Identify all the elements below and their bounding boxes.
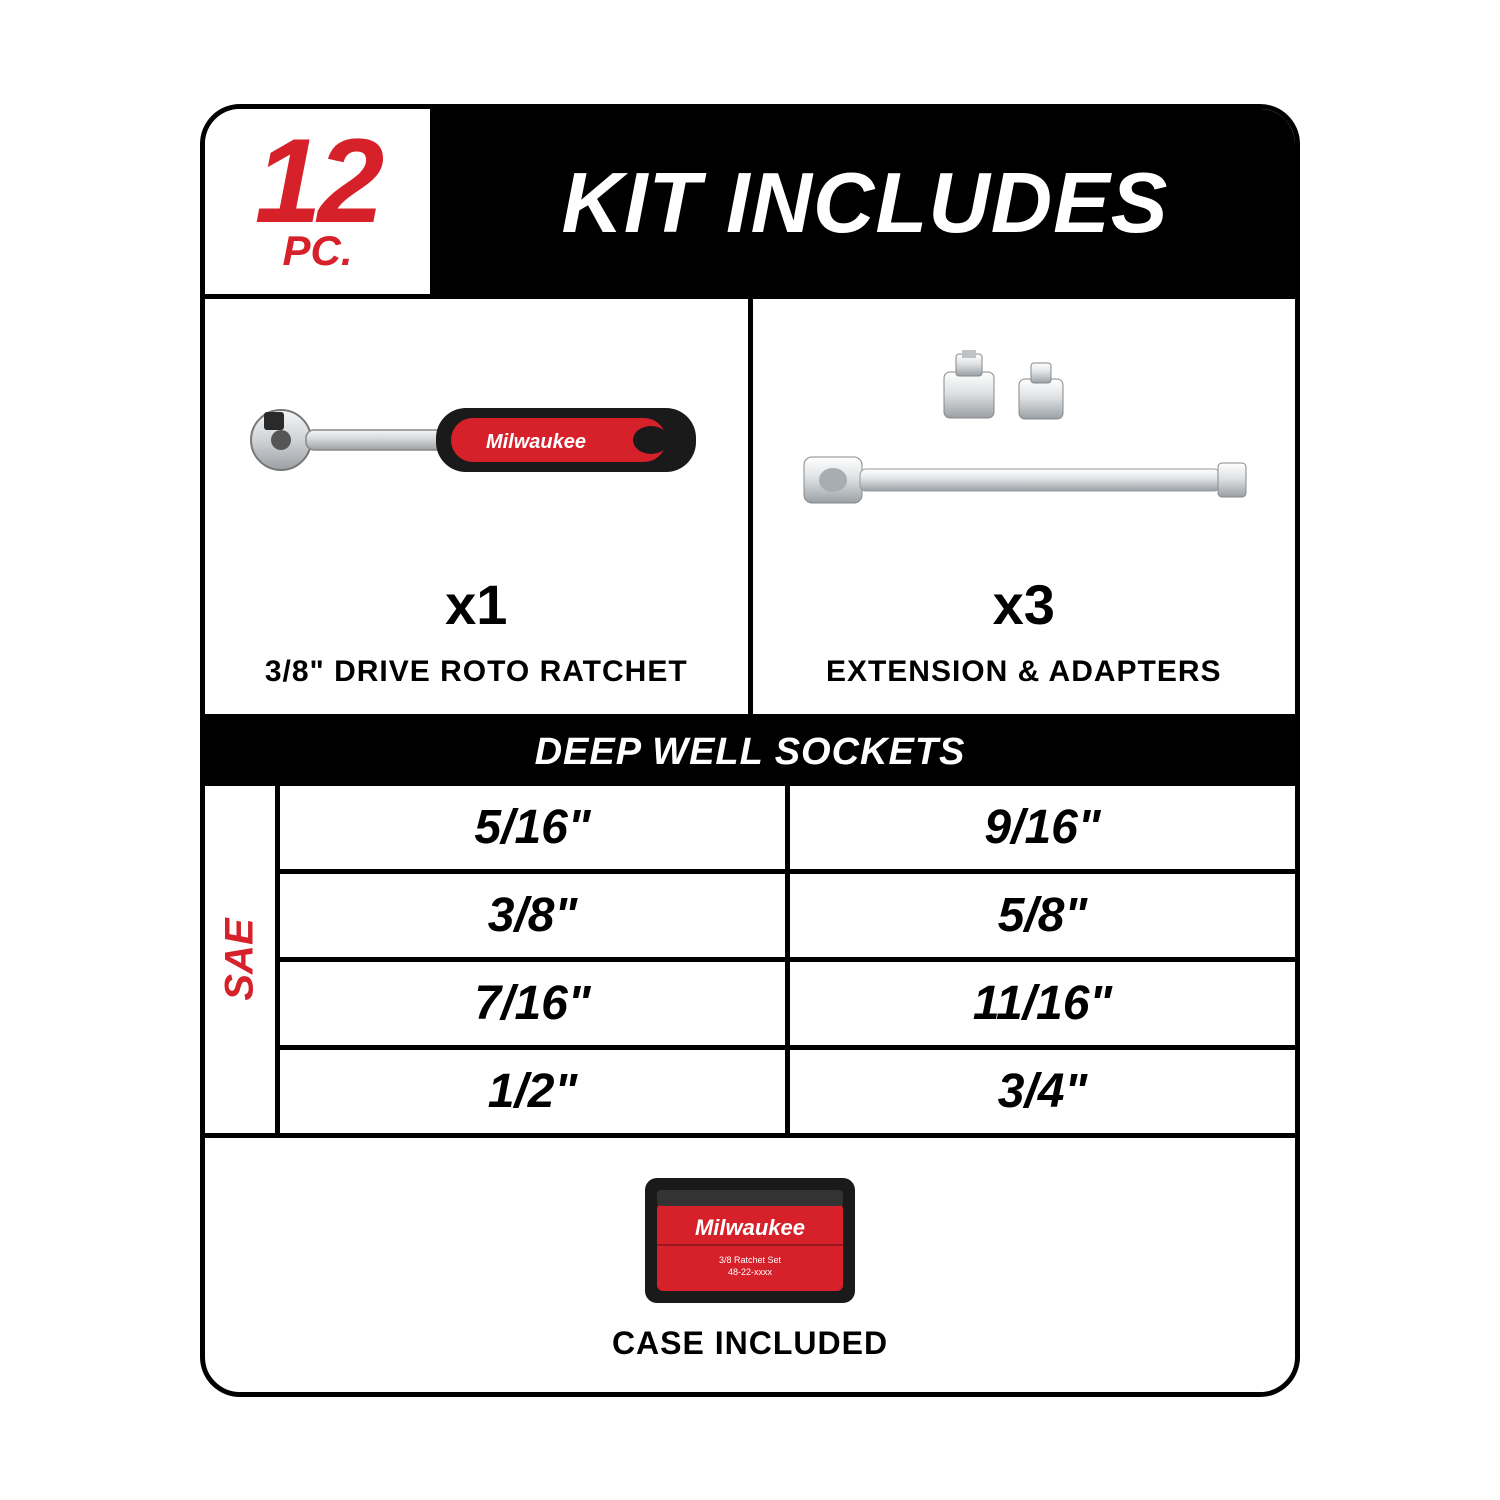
footer: Milwaukee 3/8 Ratchet Set 48-22-xxxx CAS… (205, 1138, 1295, 1392)
brand-text: Milwaukee (486, 431, 586, 453)
sae-label: SAE (218, 918, 263, 1000)
socket-size: 11/16" (790, 962, 1295, 1050)
socket-size: 1/2" (280, 1050, 785, 1133)
piece-count-box: 12 PC. (205, 109, 435, 299)
ratchet-icon: Milwaukee (236, 370, 716, 510)
socket-size: 9/16" (790, 786, 1295, 874)
ratchet-label: 3/8" DRIVE ROTO RATCHET (265, 655, 688, 689)
title-box: KIT INCLUDES (435, 109, 1295, 299)
case-label: CASE INCLUDED (612, 1325, 888, 1362)
socket-size: 3/4" (790, 1050, 1295, 1133)
sockets-header: DEEP WELL SOCKETS (205, 719, 1295, 786)
items-row: Milwaukee x1 3/8" DRIVE ROTO RATCHET (205, 299, 1295, 719)
socket-col-2: 9/16" 5/8" 11/16" 3/4" (790, 786, 1295, 1133)
extensions-icon (794, 345, 1254, 535)
item-ratchet: Milwaukee x1 3/8" DRIVE ROTO RATCHET (205, 299, 753, 714)
extensions-qty: x3 (993, 572, 1055, 637)
sae-tab: SAE (205, 786, 280, 1133)
socket-size: 7/16" (280, 962, 785, 1050)
kit-card: 12 PC. KIT INCLUDES (200, 104, 1300, 1397)
extensions-label: EXTENSION & ADAPTERS (826, 655, 1222, 689)
sockets-grid: SAE 5/16" 3/8" 7/16" 1/2" 9/16" 5/8" 11/… (205, 786, 1295, 1138)
header-row: 12 PC. KIT INCLUDES (205, 109, 1295, 299)
ratchet-image: Milwaukee (220, 319, 733, 562)
extensions-image (768, 319, 1281, 562)
piece-count-label: PC. (282, 227, 352, 275)
ratchet-qty: x1 (445, 572, 507, 637)
svg-text:3/8 Ratchet Set: 3/8 Ratchet Set (719, 1255, 782, 1265)
socket-columns: 5/16" 3/8" 7/16" 1/2" 9/16" 5/8" 11/16" … (280, 786, 1295, 1133)
svg-text:48-22-xxxx: 48-22-xxxx (728, 1267, 773, 1277)
socket-size: 5/8" (790, 874, 1295, 962)
piece-count-number: 12 (255, 127, 380, 235)
socket-size: 5/16" (280, 786, 785, 874)
socket-col-1: 5/16" 3/8" 7/16" 1/2" (280, 786, 790, 1133)
item-extensions: x3 EXTENSION & ADAPTERS (753, 299, 1296, 714)
case-icon: Milwaukee 3/8 Ratchet Set 48-22-xxxx (635, 1163, 865, 1313)
kit-title: KIT INCLUDES (562, 155, 1169, 253)
case-brand-text: Milwaukee (695, 1215, 805, 1240)
socket-size: 3/8" (280, 874, 785, 962)
